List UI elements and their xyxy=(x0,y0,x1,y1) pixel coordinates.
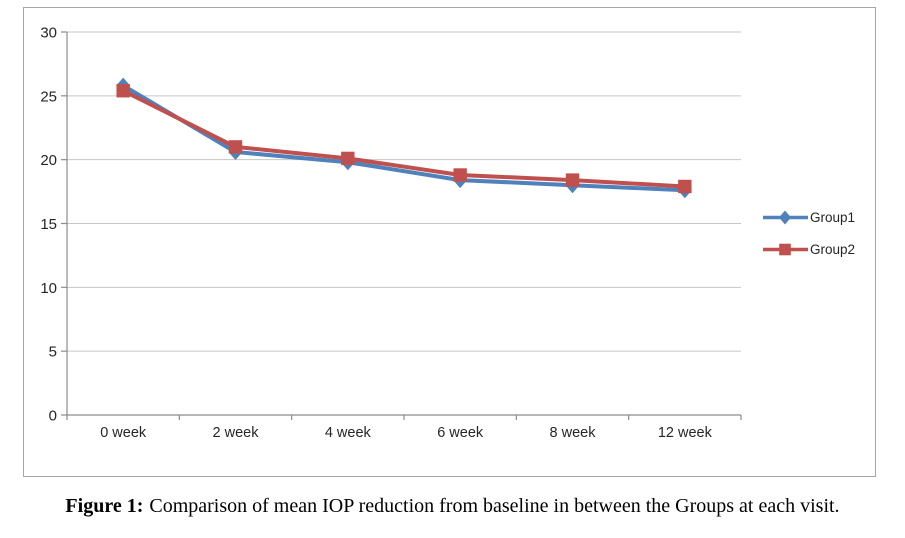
square-marker xyxy=(678,179,692,194)
y-tick-label: 30 xyxy=(40,25,57,42)
square-marker xyxy=(565,173,580,187)
y-tick-label: 20 xyxy=(40,152,57,169)
square-marker xyxy=(228,140,243,154)
x-axis-label: 8 week xyxy=(550,425,597,441)
figure-caption-text: Comparison of mean IOP reduction from ba… xyxy=(149,495,840,517)
iop-line-chart: 0 5 10 15 20 25 30 0 week 2 week 4 week 6 week 8 we… xyxy=(40,25,742,441)
y-tick-label: 15 xyxy=(40,216,57,233)
legend-label-group2: Group2 xyxy=(810,241,856,257)
y-tick-label: 10 xyxy=(40,280,57,297)
legend-marker-group1 xyxy=(763,210,808,225)
diamond-marker xyxy=(779,210,791,225)
y-tick-label: 5 xyxy=(49,344,57,361)
x-axis-label: 6 week xyxy=(437,425,484,441)
x-axis-label: 4 week xyxy=(325,425,372,441)
x-axis-label: 2 week xyxy=(213,425,260,441)
legend-marker-group2 xyxy=(763,243,808,256)
series-line-group1 xyxy=(121,83,687,193)
y-tick-label: 25 xyxy=(40,88,57,105)
legend-item-group2: Group2 xyxy=(762,242,855,257)
series-line-group2 xyxy=(121,88,687,189)
chart-frame: 0 5 10 15 20 25 30 0 week 2 week 4 week 6 week 8 we… xyxy=(23,7,876,477)
legend-label-group1: Group1 xyxy=(810,209,856,225)
x-axis-label: 12 week xyxy=(658,425,713,441)
square-marker xyxy=(779,243,791,256)
chart-legend: Group1 Group2 xyxy=(762,210,855,257)
x-axis-label: 0 week xyxy=(100,425,147,441)
legend-item-group1: Group1 xyxy=(762,210,855,225)
y-tick-label: 0 xyxy=(49,408,57,425)
square-marker xyxy=(116,84,130,98)
figure-caption-label: Figure 1: xyxy=(65,495,144,517)
figure-caption: Figure 1: Comparison of mean IOP reductio… xyxy=(0,495,905,518)
square-marker xyxy=(453,168,467,182)
square-marker xyxy=(341,151,355,166)
